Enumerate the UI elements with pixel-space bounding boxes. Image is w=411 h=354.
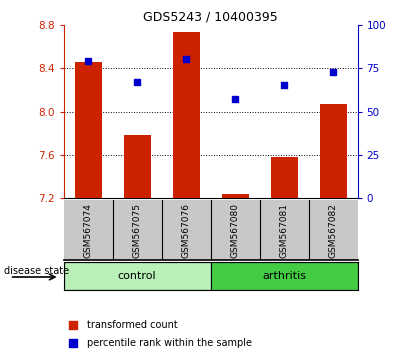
Bar <box>320 104 346 198</box>
Text: GSM567075: GSM567075 <box>133 203 142 258</box>
Text: GSM567081: GSM567081 <box>279 203 289 258</box>
Bar <box>222 194 249 198</box>
Text: transformed count: transformed count <box>87 320 178 330</box>
Bar <box>210 262 358 290</box>
Text: GSM567074: GSM567074 <box>84 203 93 258</box>
Title: GDS5243 / 10400395: GDS5243 / 10400395 <box>143 11 278 24</box>
Bar <box>173 32 200 198</box>
Text: disease state: disease state <box>4 266 69 276</box>
Text: control: control <box>118 271 157 281</box>
Bar <box>124 135 151 198</box>
Text: GSM567082: GSM567082 <box>328 203 337 258</box>
Text: percentile rank within the sample: percentile rank within the sample <box>87 338 252 348</box>
Point <box>183 57 189 62</box>
Point <box>134 79 141 85</box>
Bar <box>75 62 102 198</box>
Point <box>330 69 336 74</box>
Point <box>85 58 92 64</box>
Bar <box>270 157 298 198</box>
Text: GSM567080: GSM567080 <box>231 203 240 258</box>
Point <box>69 322 76 328</box>
Point <box>281 82 287 88</box>
Bar <box>64 262 210 290</box>
Text: arthritis: arthritis <box>262 271 306 281</box>
Point <box>69 340 76 346</box>
Text: GSM567076: GSM567076 <box>182 203 191 258</box>
Point <box>232 97 238 102</box>
